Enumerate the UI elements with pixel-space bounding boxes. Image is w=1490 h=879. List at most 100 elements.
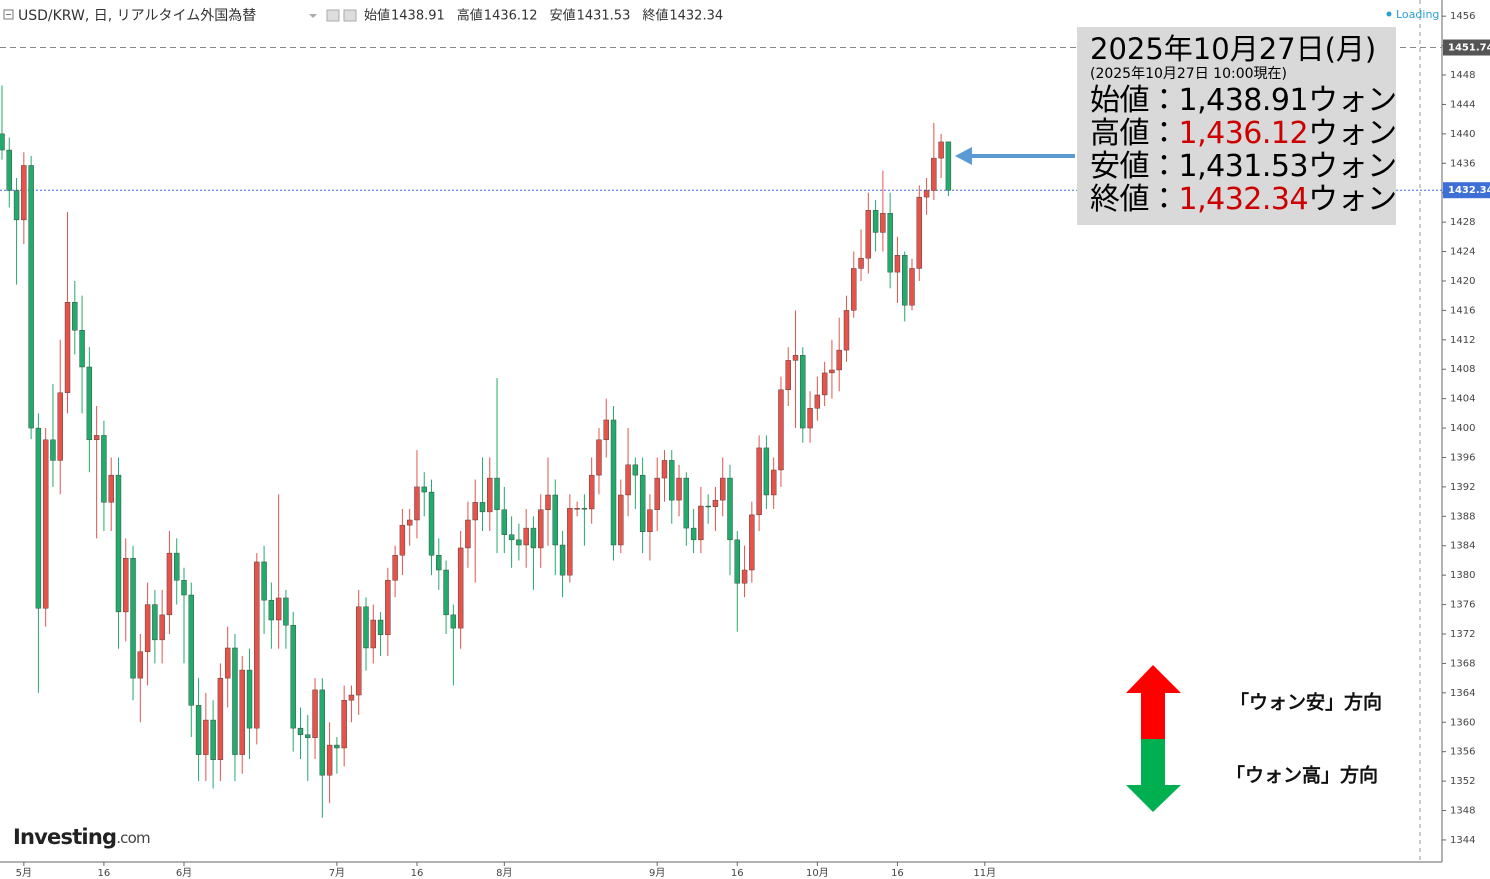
x-tick-label: 16 <box>411 868 424 879</box>
annotation-value: 1,432.34 <box>1178 182 1309 217</box>
candle-body <box>261 561 267 601</box>
x-tick-label: 6月 <box>176 867 192 879</box>
candle-body <box>450 614 457 629</box>
candle-body <box>923 190 930 198</box>
candle-body <box>821 372 828 396</box>
candle-body <box>552 494 558 546</box>
y-tick-label: 1356 <box>1450 747 1475 758</box>
annotation-value: 1,436.12 <box>1178 116 1309 151</box>
annotation-row: 安値：1,431.53ウォン <box>1090 149 1397 184</box>
ohlc-value: 1432.34 <box>669 9 723 24</box>
candle-body <box>814 394 821 409</box>
annotation-label: 高値： <box>1090 116 1179 151</box>
candle-body <box>144 604 151 652</box>
candle-body <box>210 719 216 760</box>
candle-body <box>705 505 711 508</box>
candle-body <box>72 302 78 331</box>
candle-body <box>115 474 122 613</box>
y-tick-label: 1396 <box>1450 452 1475 463</box>
candle-body <box>21 165 27 221</box>
y-tick-label: 1448 <box>1450 70 1475 81</box>
y-tick-label: 1412 <box>1450 335 1475 346</box>
candle-body <box>807 407 813 429</box>
x-tick-label: 16 <box>891 868 904 879</box>
candle-body <box>152 604 158 641</box>
y-tick-label: 1372 <box>1450 629 1475 640</box>
candle-body <box>436 555 442 571</box>
candle-body <box>443 569 449 616</box>
ohlc-label: 終値 <box>642 8 668 24</box>
logo-brand: Investing <box>13 825 116 849</box>
y-tick-label: 1364 <box>1450 688 1475 699</box>
y-tick-label: 1456 <box>1450 11 1475 22</box>
annotation-box: 2025年10月27日(月) (2025年10月27日 10:00現在) 始値：… <box>1077 27 1397 225</box>
candle-body <box>698 505 704 541</box>
candle-body <box>341 699 347 749</box>
candle-body <box>559 544 566 576</box>
candle-body <box>690 527 697 541</box>
x-tick-label: 5月 <box>16 867 32 879</box>
annotation-row: 始値：1,438.91ウォン <box>1090 83 1397 118</box>
candle-body <box>770 469 777 496</box>
y-tick-label: 1428 <box>1450 217 1475 228</box>
candle-body <box>465 519 471 549</box>
candle-body <box>887 213 893 273</box>
candle-body <box>42 439 49 609</box>
candle-body <box>319 689 326 776</box>
candle-body <box>530 527 537 549</box>
collapse-icon[interactable] <box>3 9 14 20</box>
y-tick-label: 1444 <box>1450 99 1475 110</box>
candle-body <box>181 580 187 596</box>
candle-body <box>472 502 478 521</box>
candle-body <box>487 477 493 513</box>
close-icon[interactable] <box>343 9 357 22</box>
candle-body <box>137 651 144 679</box>
candle-body <box>79 330 85 368</box>
annotation-label: 安値： <box>1090 149 1179 184</box>
candle-body <box>661 460 668 479</box>
price-label: 1432.34 <box>1448 185 1490 196</box>
dropdown[interactable] <box>309 14 317 18</box>
candle-body <box>195 705 202 755</box>
candle-body <box>326 744 333 776</box>
candle-body <box>392 555 398 581</box>
candle-body <box>290 624 296 729</box>
candle-body <box>880 213 886 233</box>
y-tick-label: 1380 <box>1450 570 1475 581</box>
candle-body <box>727 477 733 541</box>
annotation-asof: (2025年10月27日 10:00現在) <box>1090 66 1287 82</box>
candle-body <box>414 486 420 521</box>
candle-body <box>356 606 362 696</box>
candle-body <box>283 597 289 626</box>
candle-body <box>86 366 93 441</box>
y-tick-label: 1388 <box>1450 511 1475 522</box>
symbol: USD/KRW, 日, リアルタイム外国為替 <box>18 8 256 24</box>
y-tick-label: 1352 <box>1450 776 1475 787</box>
candle-body <box>363 606 369 649</box>
candle-body <box>603 419 609 441</box>
x-tick-label: 16 <box>731 868 744 879</box>
candle-body <box>720 477 726 501</box>
candle-body <box>843 310 850 351</box>
candle-body <box>203 719 209 755</box>
settings-icon[interactable] <box>326 9 340 22</box>
candle-body <box>851 268 857 311</box>
candle-body <box>93 435 100 441</box>
price-label-box <box>1443 182 1490 199</box>
candle-body <box>64 302 71 393</box>
candle-body <box>494 477 500 510</box>
y-tick-label: 1368 <box>1450 658 1475 669</box>
annotation-row: 終値：1,432.34ウォン <box>1090 182 1397 217</box>
candle-body <box>123 558 129 613</box>
annotation-value: 1,431.53 <box>1178 149 1309 184</box>
annotation-unit: ウォン <box>1308 83 1397 118</box>
candle-body <box>224 647 231 679</box>
loading-dot <box>1386 11 1392 17</box>
candle-body <box>741 569 748 584</box>
x-tick-label: 9月 <box>649 867 665 879</box>
ohlc-label: 始値 <box>364 8 390 24</box>
candle-body <box>756 447 762 516</box>
direction-label: 「ウォン安」方向 <box>1230 691 1382 714</box>
y-tick-label: 1404 <box>1450 394 1475 405</box>
x-tick-label: 16 <box>98 868 111 879</box>
